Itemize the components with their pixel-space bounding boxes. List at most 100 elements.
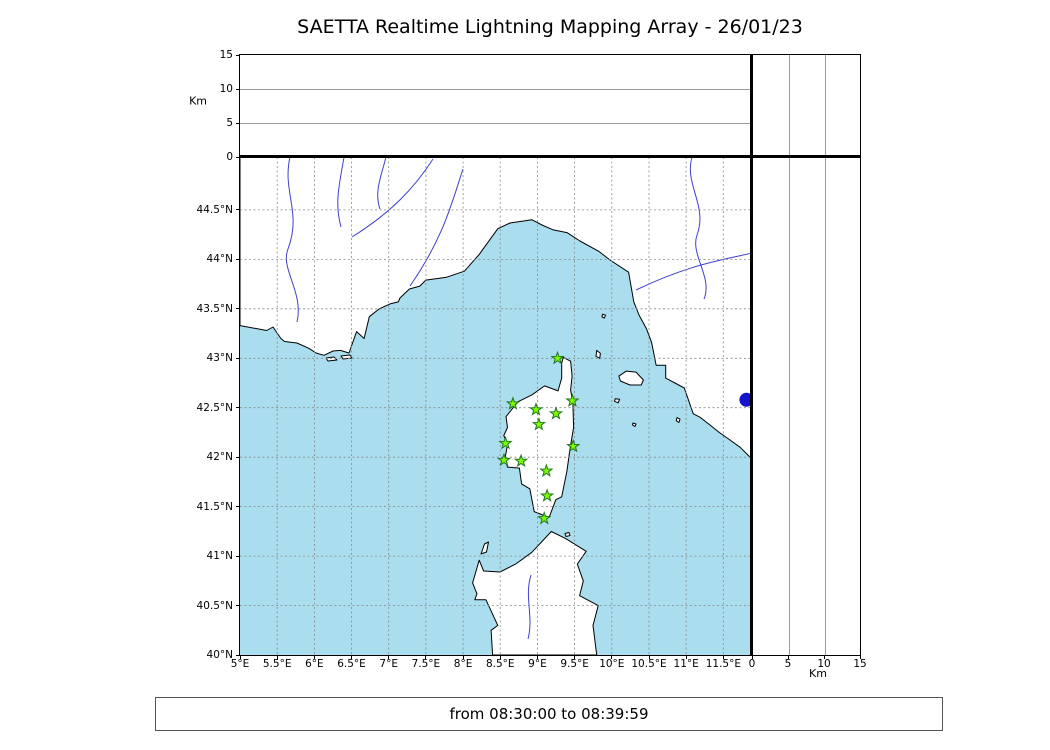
lat-tick-label: 42°N [206,451,233,464]
lat-tick-label: 43°N [206,352,233,365]
hyeres-island-1 [325,356,338,362]
lat-tick [236,407,240,409]
altitude-latitude-panel [751,54,861,656]
lon-tick [351,655,353,659]
lon-tick-label: 10°E [599,658,625,670]
lat-tick-label: 41°N [206,550,233,563]
lon-tick-label: 9.5°E [560,658,589,670]
lon-tick [648,655,650,659]
lat-tick-label: 44.5°N [196,203,233,216]
lat-tick [236,258,240,260]
lon-tick [685,655,687,659]
lon-tick [462,655,464,659]
altitude-right-tick [787,655,789,659]
elba-island [618,370,644,386]
lon-tick-label: 11°E [673,658,699,670]
lon-tick-label: 8°E [453,658,473,670]
asinara-island [480,541,489,555]
altitude-left-tick [236,122,240,124]
river [689,157,707,300]
lon-tick [276,655,278,659]
altitude-left-tick-label: 5 [226,117,233,129]
lon-tick [239,655,241,659]
lon-tick [425,655,427,659]
altitude-left-tick-label: 15 [219,49,233,61]
maddalena-island [564,532,571,537]
lon-tick-label: 9°E [528,658,547,670]
lon-tick [574,655,576,659]
altitude-right-tick-label: 5 [784,658,792,670]
lat-tick [236,308,240,310]
land-masses [240,157,752,655]
lat-tick-label: 41.5°N [196,500,233,513]
river [527,574,532,640]
pianosa-island [614,398,621,404]
lat-tick-label: 40.5°N [196,599,233,612]
lon-tick-label: 6°E [305,658,324,670]
altitude-left-tick-label: 10 [219,83,233,95]
river [409,168,464,287]
map-panel [239,156,753,656]
altitude-right-tick-label: 0 [748,658,756,670]
lat-tick-label: 43.5°N [196,302,233,315]
lat-tick [236,654,240,656]
altitude-gridline-10km [240,89,752,90]
lon-tick-label: 5°E [230,658,250,670]
lon-tick [388,655,390,659]
lon-tick-label: 6.5°E [337,658,366,670]
lon-tick [313,655,315,659]
river [635,252,752,291]
river [285,157,299,323]
lon-tick [722,655,724,659]
river [337,157,345,228]
altitude-left-tick [236,156,240,158]
altitude-right-tick-label: 15 [853,658,867,670]
lon-tick-label: 7.5°E [411,658,441,670]
lat-tick [236,605,240,607]
altitude-unit-label-right: Km [809,667,827,680]
lat-tick [236,506,240,508]
hyeres-island-2 [340,354,353,360]
altitude-right-tick-label: 10 [817,658,831,670]
gorgona-island [601,313,607,319]
altitude-left-tick-label: 0 [226,151,233,163]
rivers [285,157,752,640]
river [377,157,387,210]
mainland-coast [240,157,752,460]
map-gridlines [240,157,752,655]
page-title: SAETTA Realtime Lightning Mapping Array … [297,16,803,38]
time-range-bar: from 08:30:00 to 08:39:59 [155,697,943,731]
altitude-left-tick [236,54,240,56]
altitude-gridline-10km-right [825,55,826,655]
altitude-left-tick [236,88,240,90]
time-range-text: from 08:30:00 to 08:39:59 [449,705,649,723]
lat-tick [236,209,240,211]
lat-tick-label: 40°N [206,649,233,661]
lon-tick-label: 7°E [379,658,399,670]
lon-tick [611,655,613,659]
lat-tick-label: 44°N [206,253,233,266]
lon-tick-label: 8.5°E [485,658,515,670]
altitude-gridline-5km [240,123,752,124]
altitude-unit-label-left: Km [189,94,207,108]
altitude-longitude-panel [239,54,753,157]
event-marker-dot [739,392,752,407]
lat-tick-label: 42.5°N [196,401,233,414]
separator-horizontal [239,155,861,158]
montecristo-island [632,422,637,427]
lat-tick [236,555,240,557]
map-canvas [240,157,752,655]
lon-tick [536,655,538,659]
lon-tick-label: 5.5°E [262,658,292,670]
lon-tick-label: 11.5°E [705,658,741,670]
sardinia-coast [472,531,599,655]
altitude-right-tick [823,655,825,659]
altitude-right-tick [751,655,753,659]
lon-tick [499,655,501,659]
separator-vertical [750,54,753,656]
river [351,158,434,238]
giglio-island [675,417,681,423]
altitude-right-tick [859,655,861,659]
lat-tick [236,456,240,458]
